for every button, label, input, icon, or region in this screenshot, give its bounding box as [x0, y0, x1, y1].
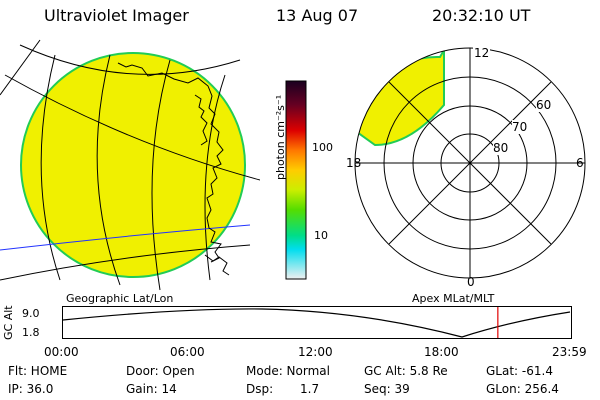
ip-value: IP: 36.0 — [8, 382, 54, 396]
polar-uv-image — [355, 48, 445, 147]
polar-mlat-mlt-plot — [354, 47, 586, 279]
coastline — [117, 62, 224, 263]
mlt-label-18: 18 — [346, 156, 362, 170]
colorbar-unit-label: photon cm⁻²s⁻¹ — [274, 94, 287, 180]
time-label: 20:32:10 UT — [432, 6, 531, 25]
polar-grid — [354, 47, 586, 279]
altitude-curve — [62, 308, 571, 338]
mlt-label-12: 12 — [473, 46, 491, 60]
colorbar-tick-10: 10 — [314, 229, 328, 242]
mlat-label-70: 70 — [512, 120, 528, 134]
color-scale-bar — [285, 80, 307, 280]
uv-image-disk — [20, 52, 246, 278]
altitude-tick-low: 1.8 — [22, 326, 40, 339]
dsp-value: 1.7 — [300, 382, 320, 396]
door-status: Door: Open — [126, 364, 195, 378]
flight-status: Flt: HOME — [8, 364, 68, 378]
time-tick-4: 23:59 — [552, 345, 587, 359]
altitude-plot — [62, 306, 572, 339]
date-label: 13 Aug 07 — [276, 6, 359, 25]
lat-lon-grid — [0, 39, 260, 291]
gc-altitude: GC Alt: 5.8 Re — [364, 364, 448, 378]
altitude-axis-label: GC Alt — [2, 305, 15, 340]
mode-status: Mode: Normal — [246, 364, 330, 378]
dsp-label: Dsp: — [246, 382, 274, 396]
sequence-number: Seq: 39 — [364, 382, 410, 396]
equator-line — [0, 224, 251, 251]
geographic-image — [0, 39, 260, 291]
mlt-label-0: 0 — [467, 275, 475, 289]
geographic-longitude: GLon: 256.4 — [486, 382, 559, 396]
time-tick-2: 12:00 — [298, 345, 333, 359]
time-tick-3: 18:00 — [424, 345, 459, 359]
instrument-title: Ultraviolet Imager — [44, 6, 189, 25]
colorbar-tick-100: 100 — [312, 141, 333, 154]
mlt-label-6: 6 — [576, 156, 584, 170]
geographic-panel-label: Geographic Lat/Lon — [66, 292, 174, 305]
mlat-label-60: 60 — [536, 98, 552, 112]
time-tick-1: 06:00 — [170, 345, 205, 359]
apex-panel-label: Apex MLat/MLT — [412, 292, 495, 305]
geographic-latitude: GLat: -61.4 — [486, 364, 553, 378]
altitude-tick-high: 9.0 — [22, 307, 40, 320]
time-tick-0: 00:00 — [44, 345, 79, 359]
gain-value: Gain: 14 — [126, 382, 177, 396]
mlat-label-80: 80 — [493, 141, 509, 155]
